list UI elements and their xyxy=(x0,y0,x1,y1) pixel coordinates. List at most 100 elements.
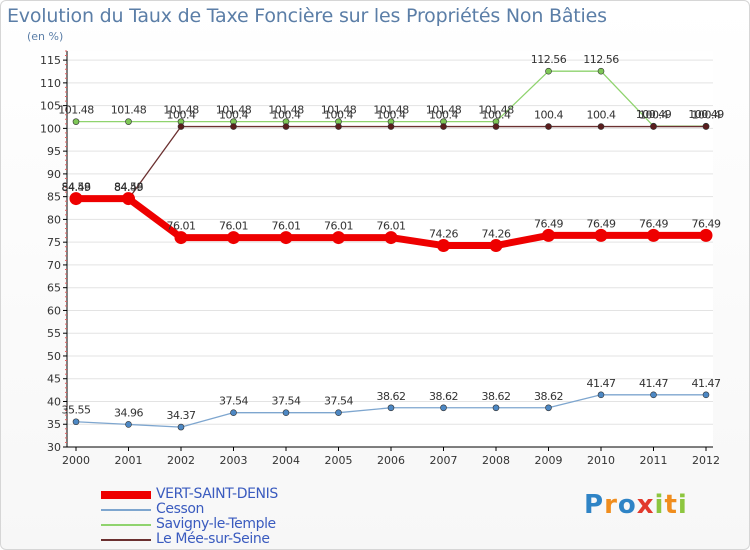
y-tick-label: 95 xyxy=(47,145,61,158)
data-label: 100.4 xyxy=(272,109,301,122)
legend-swatch xyxy=(101,508,151,511)
data-point xyxy=(597,123,605,130)
data-label: 101.48 xyxy=(321,104,357,117)
data-label: 100.4 xyxy=(534,109,563,122)
data-label: 76.49 xyxy=(587,217,616,230)
y-tick-label: 115 xyxy=(40,54,61,67)
legend-swatch xyxy=(101,523,151,526)
legend-label: Cesson xyxy=(156,501,205,517)
data-label: 38.62 xyxy=(482,390,511,403)
data-point xyxy=(72,418,80,426)
x-tick-label: 2009 xyxy=(535,454,563,467)
data-point xyxy=(335,123,342,130)
data-label: 84.58 xyxy=(62,181,91,194)
y-tick-label: 45 xyxy=(47,373,61,386)
data-label: 41.47 xyxy=(587,377,616,390)
y-tick-label: 110 xyxy=(40,77,61,90)
data-label: 34.37 xyxy=(167,409,196,422)
plot-area xyxy=(67,51,713,447)
data-label: 76.01 xyxy=(324,220,353,233)
data-point xyxy=(125,421,132,428)
logo-letter: i xyxy=(654,490,665,520)
data-label: 38.62 xyxy=(429,390,458,403)
data-point xyxy=(440,123,447,130)
data-point xyxy=(387,123,395,130)
data-point xyxy=(702,123,710,130)
data-label: 76.01 xyxy=(377,220,406,233)
y-tick-label: 100 xyxy=(40,122,61,135)
data-label: 101.48 xyxy=(268,104,304,117)
data-label: 100.4 xyxy=(429,109,458,122)
data-point xyxy=(650,391,657,399)
data-label: 76.49 xyxy=(534,217,563,230)
data-label: 101.48 xyxy=(163,104,199,117)
series-cesson xyxy=(72,391,710,431)
data-label: 84.58 xyxy=(114,181,143,194)
data-point xyxy=(174,231,188,245)
data-label: 100.4 xyxy=(639,109,668,122)
data-point xyxy=(177,123,185,130)
y-tick-label: 105 xyxy=(40,100,61,113)
x-tick-label: 2002 xyxy=(167,454,195,467)
data-label: 100.4 xyxy=(219,109,248,122)
x-tick-label: 2010 xyxy=(587,454,615,467)
data-point xyxy=(647,228,660,242)
y-tick-label: 35 xyxy=(47,418,61,431)
data-label: 100.4 xyxy=(167,109,196,122)
data-point xyxy=(492,123,500,130)
x-tick-label: 2000 xyxy=(62,454,90,467)
x-tick-label: 2004 xyxy=(272,454,300,467)
data-point xyxy=(437,239,450,253)
data-label: 37.54 xyxy=(272,395,301,408)
y-tick-label: 85 xyxy=(47,191,61,204)
data-point xyxy=(542,228,555,242)
data-label: 101.48 xyxy=(111,104,147,117)
logo-letter: i xyxy=(677,490,688,520)
data-point xyxy=(279,231,293,245)
data-label: 76.49 xyxy=(639,217,668,230)
data-point xyxy=(72,118,80,125)
legend-item: Cesson xyxy=(101,501,361,517)
x-tick-label: 2005 xyxy=(325,454,353,467)
data-label: 37.54 xyxy=(219,395,248,408)
legend: VERT-SAINT-DENIS Cesson Savigny-le-Temple L… xyxy=(101,486,361,547)
data-point xyxy=(545,123,552,130)
data-point xyxy=(597,67,605,75)
logo-letter: P xyxy=(584,490,605,520)
x-tick-label: 2011 xyxy=(640,454,668,467)
data-label: 37.54 xyxy=(324,395,353,408)
data-point xyxy=(489,239,503,253)
data-label: 74.26 xyxy=(482,228,511,241)
data-point xyxy=(227,231,240,245)
data-point xyxy=(545,404,552,412)
unit-label: (en %) xyxy=(27,30,64,43)
y-tick-label: 50 xyxy=(47,350,61,363)
series-vert-saint-denis xyxy=(69,192,713,253)
y-tick-label: 60 xyxy=(47,304,61,317)
data-label: 41.47 xyxy=(639,377,668,390)
logo-letter: r xyxy=(604,490,618,520)
legend-swatch xyxy=(101,538,151,541)
data-point xyxy=(384,231,398,245)
data-label: 101.48 xyxy=(478,104,514,117)
data-label: 112.56 xyxy=(583,53,619,66)
y-tick-label: 30 xyxy=(47,441,61,454)
data-label: 76.01 xyxy=(219,220,248,233)
data-label: 41.47 xyxy=(692,377,721,390)
logo-letter: x xyxy=(636,490,655,520)
data-label: 100.49 xyxy=(688,108,724,121)
data-label: 38.62 xyxy=(377,390,406,403)
data-point xyxy=(650,123,657,130)
data-point xyxy=(702,391,710,399)
data-label: 101.48 xyxy=(373,104,409,117)
data-label: 100.4 xyxy=(377,109,406,122)
x-tick-label: 2007 xyxy=(430,454,458,467)
chart-title: Evolution du Taux de Taxe Foncière sur l… xyxy=(7,5,607,27)
data-label: 74.26 xyxy=(429,228,458,241)
x-tick-label: 2008 xyxy=(482,454,510,467)
data-point xyxy=(699,228,713,242)
data-label: 100.4 xyxy=(324,109,353,122)
data-label: 100.4 xyxy=(482,109,511,122)
